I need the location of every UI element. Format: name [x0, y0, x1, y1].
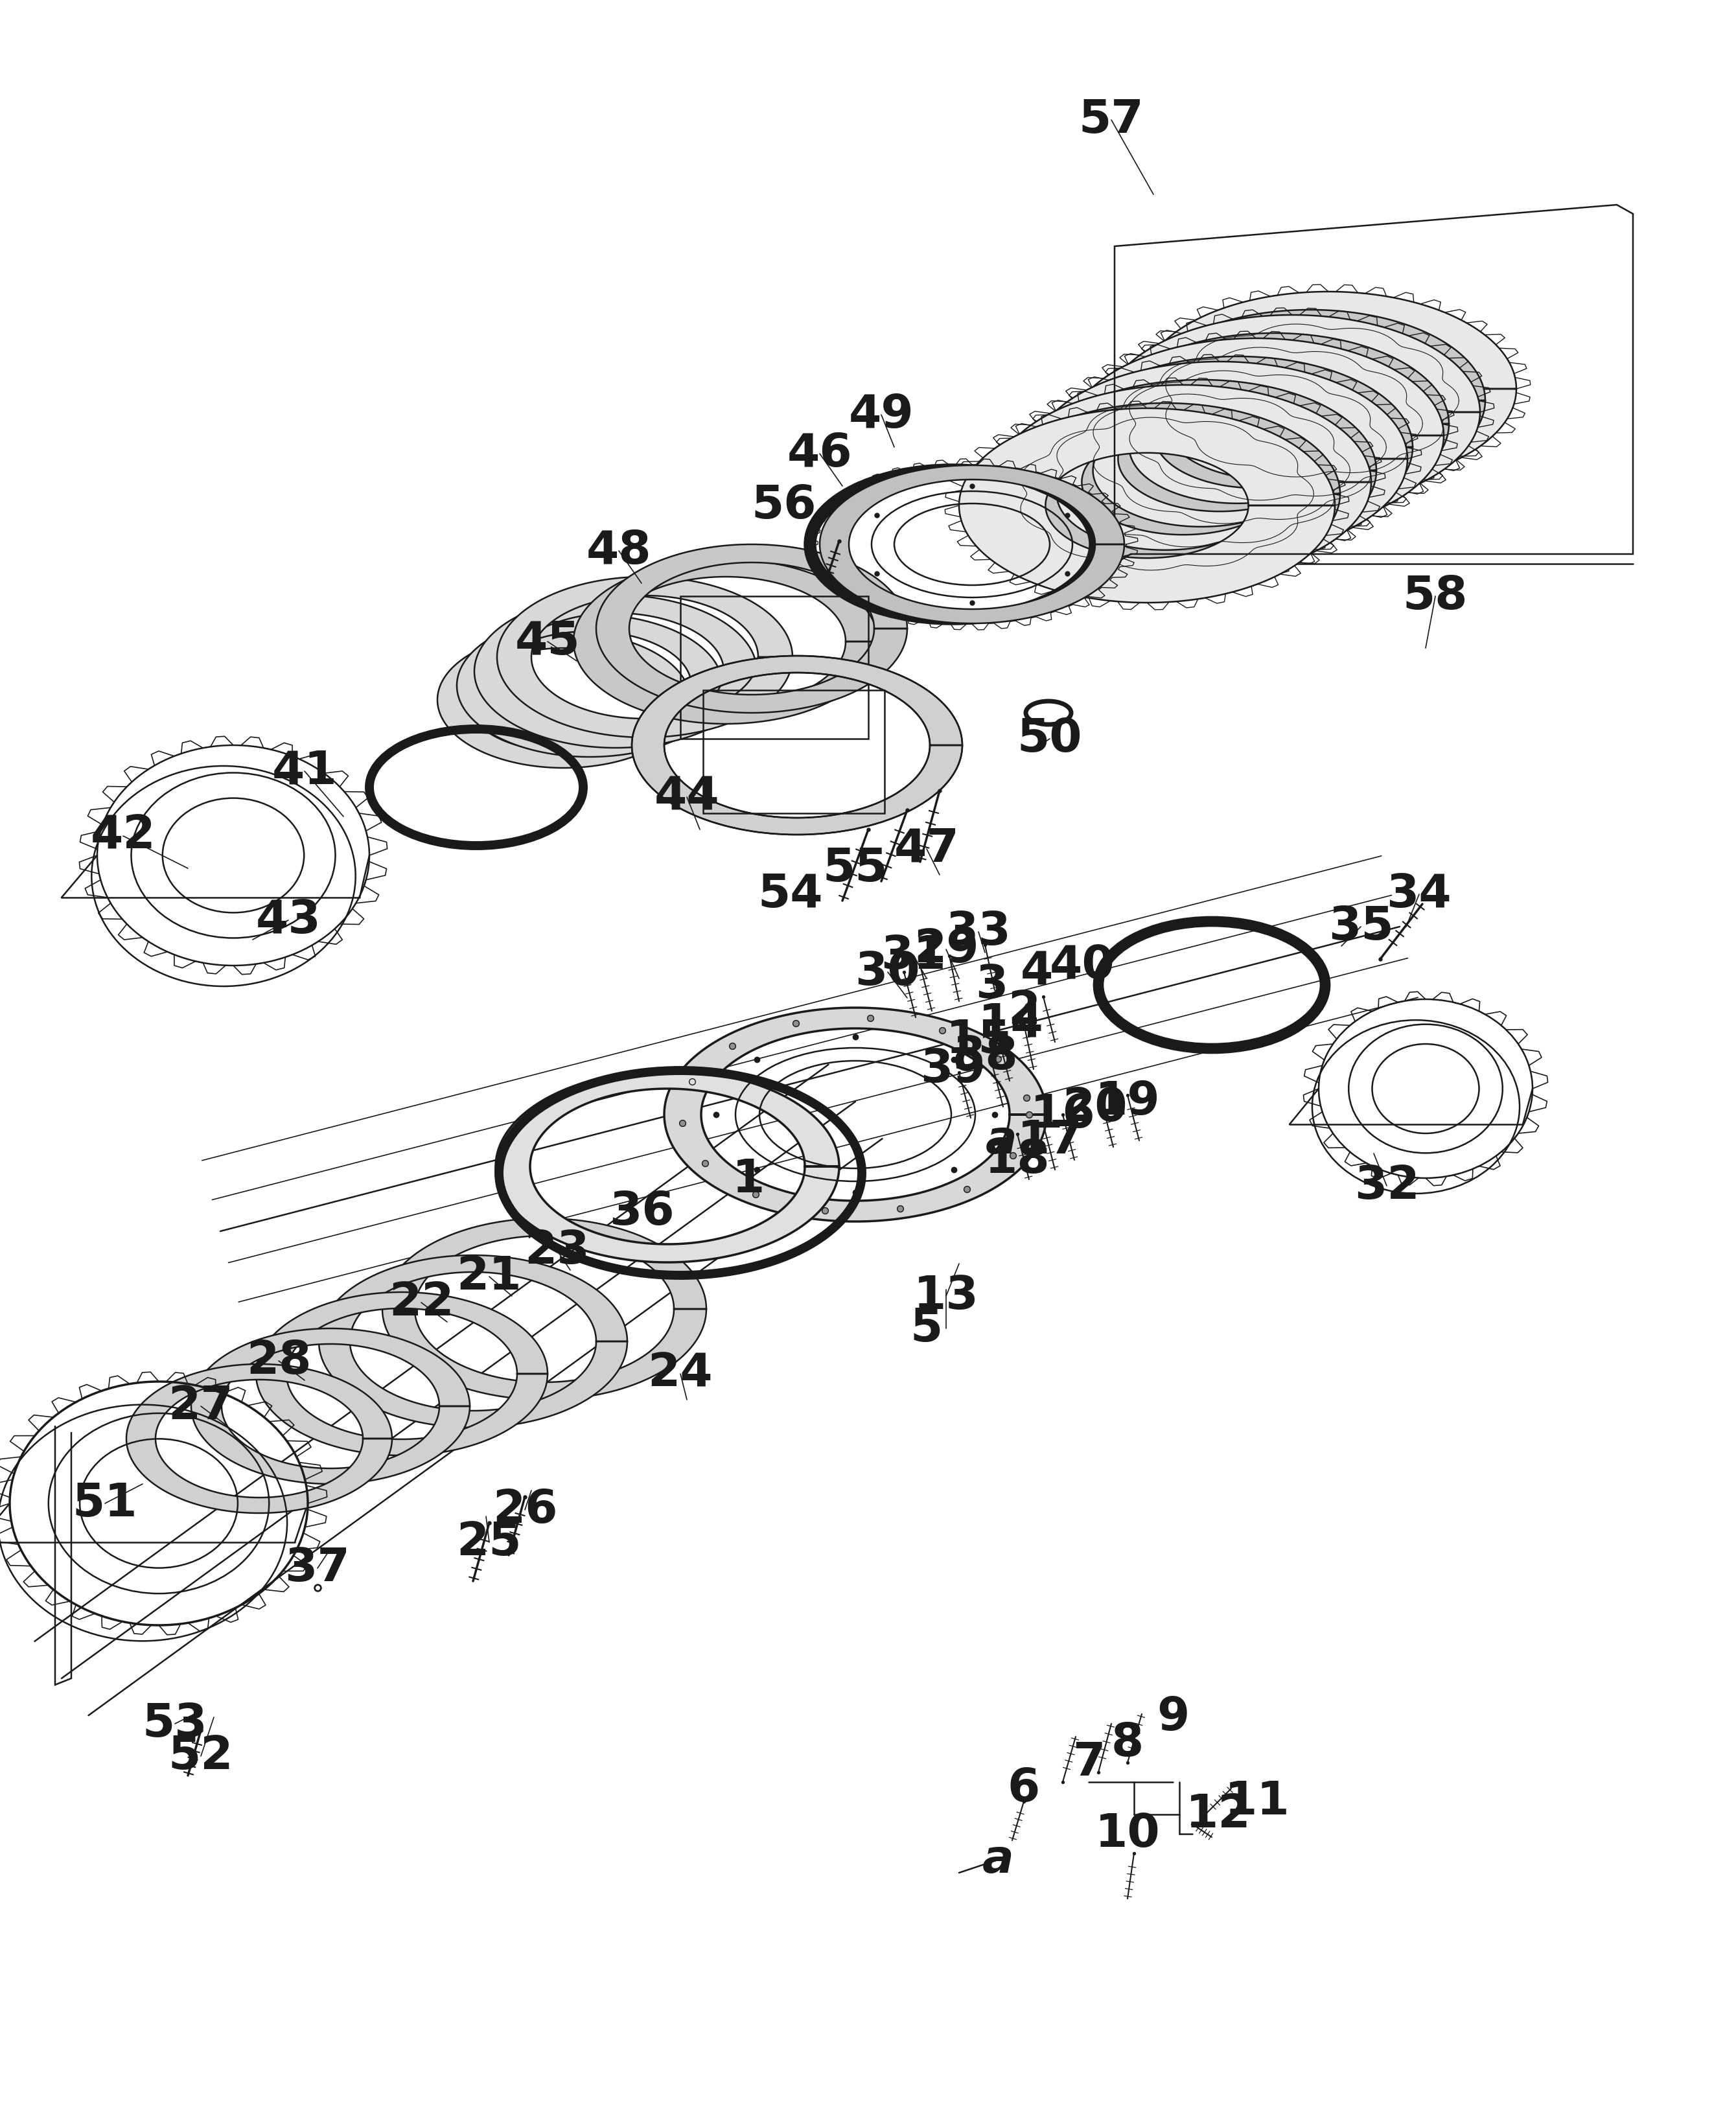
Polygon shape: [990, 403, 1340, 585]
Text: 6: 6: [1007, 1765, 1040, 1812]
Text: 34: 34: [1387, 871, 1451, 918]
Text: 15: 15: [946, 1017, 1010, 1062]
Text: 3: 3: [976, 962, 1009, 1007]
Polygon shape: [995, 386, 1371, 578]
Text: 53: 53: [142, 1702, 208, 1746]
Text: 22: 22: [389, 1280, 453, 1324]
Text: 20: 20: [1062, 1085, 1128, 1129]
Text: 24: 24: [648, 1352, 713, 1396]
Text: 33: 33: [946, 909, 1010, 954]
Text: 39: 39: [920, 1047, 984, 1091]
Polygon shape: [255, 1293, 547, 1456]
Text: 5: 5: [910, 1305, 943, 1350]
Polygon shape: [665, 1009, 1047, 1221]
Polygon shape: [496, 576, 793, 737]
Text: 49: 49: [849, 392, 913, 437]
Text: 17: 17: [1017, 1119, 1083, 1163]
Text: 41: 41: [273, 748, 337, 793]
Text: 18: 18: [984, 1138, 1050, 1182]
Polygon shape: [1031, 362, 1408, 555]
Text: a: a: [983, 1837, 1014, 1882]
Polygon shape: [319, 1254, 627, 1428]
Text: 32: 32: [1354, 1163, 1420, 1208]
Text: 47: 47: [894, 826, 960, 871]
Polygon shape: [1026, 379, 1377, 562]
Polygon shape: [437, 631, 691, 767]
Text: 31: 31: [882, 934, 946, 979]
Polygon shape: [573, 559, 878, 725]
Text: 27: 27: [168, 1384, 233, 1428]
Text: 28: 28: [247, 1339, 311, 1384]
Text: 44: 44: [654, 776, 719, 820]
Text: 23: 23: [524, 1229, 590, 1274]
Text: 25: 25: [457, 1519, 523, 1564]
Text: 30: 30: [856, 949, 920, 994]
Text: 26: 26: [493, 1488, 557, 1532]
Polygon shape: [595, 545, 908, 712]
Text: 36: 36: [609, 1189, 674, 1233]
Bar: [703, 691, 885, 814]
Polygon shape: [382, 1218, 707, 1401]
Text: 43: 43: [255, 898, 321, 943]
Bar: [681, 595, 868, 740]
Text: 14: 14: [979, 1002, 1043, 1047]
Polygon shape: [1068, 339, 1444, 532]
Polygon shape: [496, 1070, 838, 1263]
Text: 56: 56: [752, 483, 816, 528]
Text: 54: 54: [759, 871, 823, 918]
Text: 42: 42: [90, 814, 156, 858]
Polygon shape: [1135, 309, 1486, 492]
Text: 1: 1: [733, 1157, 766, 1201]
Text: 55: 55: [823, 845, 887, 890]
Text: 40: 40: [1050, 943, 1115, 987]
Polygon shape: [191, 1329, 470, 1483]
Text: 35: 35: [1328, 905, 1394, 949]
Text: 37: 37: [285, 1547, 351, 1591]
Polygon shape: [457, 615, 722, 756]
Text: 50: 50: [1017, 716, 1082, 761]
Text: 9: 9: [1156, 1695, 1189, 1740]
Polygon shape: [1104, 316, 1481, 509]
Text: 2: 2: [1007, 990, 1040, 1034]
Text: 13: 13: [913, 1274, 979, 1318]
Text: 7: 7: [1073, 1740, 1106, 1784]
Polygon shape: [632, 655, 962, 835]
Polygon shape: [958, 409, 1335, 602]
Text: 10: 10: [1095, 1812, 1160, 1856]
Text: 48: 48: [587, 528, 651, 572]
Text: 58: 58: [1403, 574, 1469, 619]
Text: 45: 45: [516, 619, 580, 663]
Text: 11: 11: [1224, 1780, 1290, 1824]
Text: 4: 4: [1021, 949, 1054, 994]
Text: 21: 21: [457, 1254, 523, 1299]
Text: 57: 57: [1078, 97, 1144, 142]
Text: 19: 19: [1095, 1079, 1160, 1123]
Polygon shape: [819, 466, 1125, 623]
Text: 51: 51: [73, 1481, 137, 1526]
Polygon shape: [1062, 356, 1413, 538]
Text: 52: 52: [168, 1733, 233, 1778]
Text: 16: 16: [1029, 1091, 1095, 1138]
Polygon shape: [474, 595, 757, 748]
Polygon shape: [1141, 292, 1516, 485]
Text: 29: 29: [913, 926, 979, 973]
Text: 8: 8: [1111, 1721, 1144, 1765]
Text: 46: 46: [786, 432, 852, 477]
Text: 38: 38: [953, 1034, 1017, 1079]
Polygon shape: [1099, 333, 1450, 515]
Text: a: a: [986, 1119, 1017, 1163]
Polygon shape: [127, 1365, 392, 1513]
Text: 12: 12: [1186, 1793, 1252, 1837]
